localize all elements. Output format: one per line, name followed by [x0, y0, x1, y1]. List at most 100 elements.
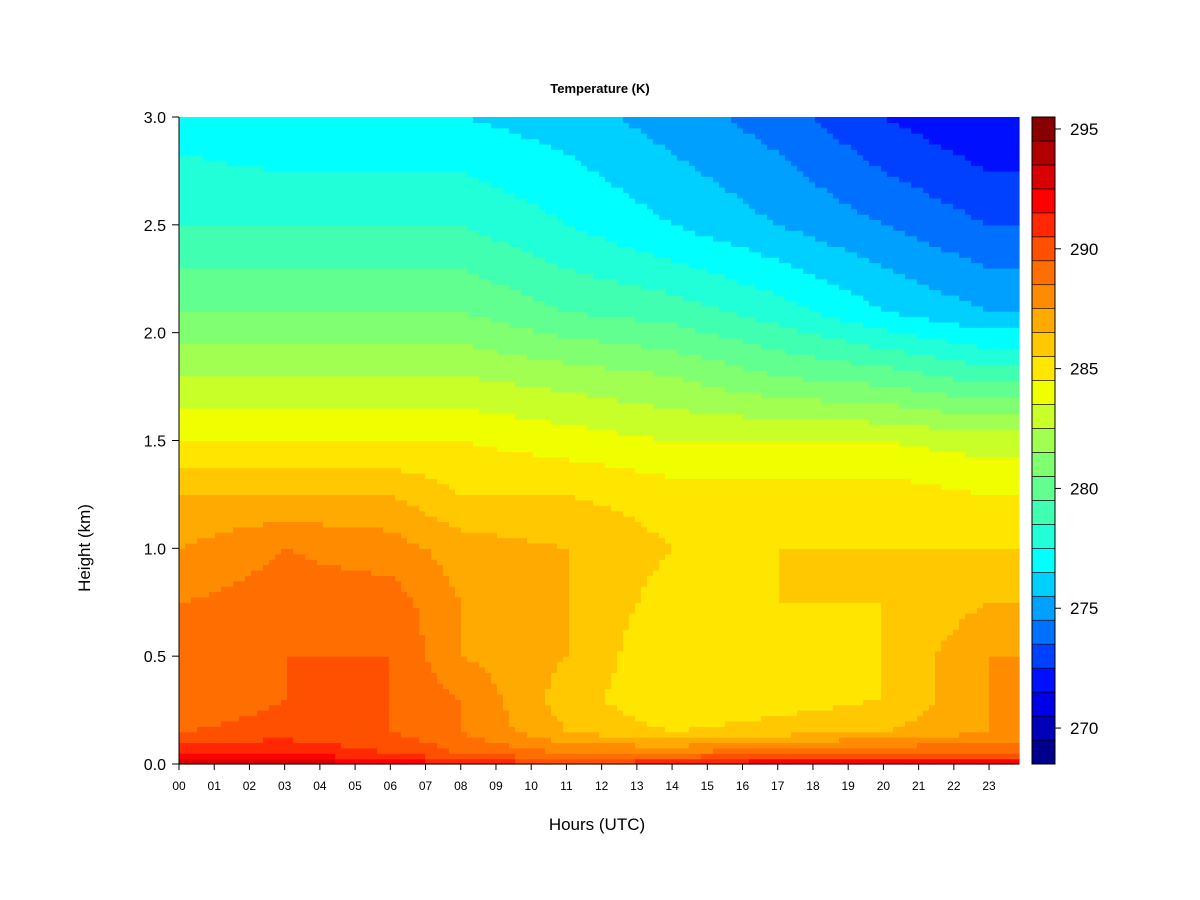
heat-cell	[353, 645, 360, 651]
heat-cell	[347, 236, 354, 242]
heat-cell	[263, 133, 270, 139]
heat-cell	[281, 473, 288, 479]
heat-cell	[263, 268, 270, 274]
heat-cell	[233, 311, 240, 317]
heat-cell	[377, 263, 384, 269]
heat-cell	[227, 715, 234, 721]
heat-cell	[197, 122, 204, 128]
heat-cell	[203, 343, 210, 349]
heat-cell	[185, 295, 192, 301]
heat-cell	[203, 715, 210, 721]
heat-cell	[257, 241, 264, 247]
heat-cell	[245, 225, 252, 231]
heat-cell	[425, 403, 432, 409]
heat-cell	[227, 252, 234, 258]
heat-cell	[407, 122, 414, 128]
heat-cell	[329, 300, 336, 306]
heat-cell	[323, 489, 330, 495]
heat-cell	[209, 128, 216, 134]
heat-cell	[227, 236, 234, 242]
heat-cell	[269, 241, 276, 247]
heat-cell	[347, 543, 354, 549]
heat-cell	[203, 527, 210, 533]
heat-cell	[299, 128, 306, 134]
heat-cell	[257, 122, 264, 128]
heat-cell	[419, 662, 426, 668]
heat-cell	[251, 414, 258, 420]
heat-cell	[353, 273, 360, 279]
heat-cell	[305, 494, 312, 500]
heat-cell	[203, 290, 210, 296]
heat-cell	[209, 311, 216, 317]
heat-cell	[287, 209, 294, 215]
heat-cell	[365, 327, 372, 333]
heat-cell	[353, 376, 360, 382]
heat-cell	[347, 300, 354, 306]
heat-cell	[275, 128, 282, 134]
heat-cell	[317, 387, 324, 393]
heat-cell	[311, 408, 318, 414]
heat-cell	[281, 327, 288, 333]
heat-cell	[215, 295, 222, 301]
heat-cell	[299, 387, 306, 393]
heat-cell	[365, 500, 372, 506]
heat-cell	[305, 392, 312, 398]
heat-cell	[185, 327, 192, 333]
heat-cell	[317, 338, 324, 344]
heat-cell	[401, 209, 408, 215]
heat-cell	[311, 376, 318, 382]
heat-cell	[227, 554, 234, 560]
heat-cell	[305, 689, 312, 695]
heat-cell	[305, 268, 312, 274]
heat-cell	[299, 667, 306, 673]
heat-cell	[197, 484, 204, 490]
heat-cell	[239, 500, 246, 506]
heat-cell	[311, 419, 318, 425]
heat-cell	[245, 316, 252, 322]
heat-cell	[281, 349, 288, 355]
heat-cell	[359, 268, 366, 274]
heat-cell	[395, 446, 402, 452]
heat-cell	[407, 565, 414, 571]
heat-cell	[389, 570, 396, 576]
heat-cell	[311, 306, 318, 312]
heat-cell	[389, 516, 396, 522]
heat-cell	[197, 689, 204, 695]
heat-cell	[209, 451, 216, 457]
heat-cell	[191, 209, 198, 215]
heat-cell	[353, 241, 360, 247]
heat-cell	[275, 705, 282, 711]
heat-cell	[239, 489, 246, 495]
heat-cell	[305, 209, 312, 215]
heat-cell	[401, 699, 408, 705]
heat-cell	[179, 581, 186, 587]
heat-cell	[209, 570, 216, 576]
heat-cell	[281, 408, 288, 414]
heat-cell	[179, 139, 186, 145]
heat-cell	[317, 230, 324, 236]
heat-cell	[287, 155, 294, 161]
heat-cell	[221, 160, 228, 166]
heat-cell	[425, 672, 432, 678]
heat-cell	[263, 263, 270, 269]
heat-cell	[329, 538, 336, 544]
heat-cell	[341, 381, 348, 387]
heat-cell	[377, 338, 384, 344]
heat-cell	[269, 527, 276, 533]
heat-cell	[383, 559, 390, 565]
heat-cell	[359, 678, 366, 684]
heat-cell	[317, 667, 324, 673]
heat-cell	[281, 209, 288, 215]
heat-cell	[209, 624, 216, 630]
heat-cell	[365, 581, 372, 587]
heat-cell	[365, 613, 372, 619]
heat-cell	[413, 241, 420, 247]
heat-cell	[371, 484, 378, 490]
heat-cell	[245, 651, 252, 657]
heat-cell	[389, 435, 396, 441]
heat-cell	[263, 667, 270, 673]
heat-cell	[245, 295, 252, 301]
heat-cell	[335, 338, 342, 344]
heat-cell	[425, 597, 432, 603]
heat-cell	[353, 338, 360, 344]
